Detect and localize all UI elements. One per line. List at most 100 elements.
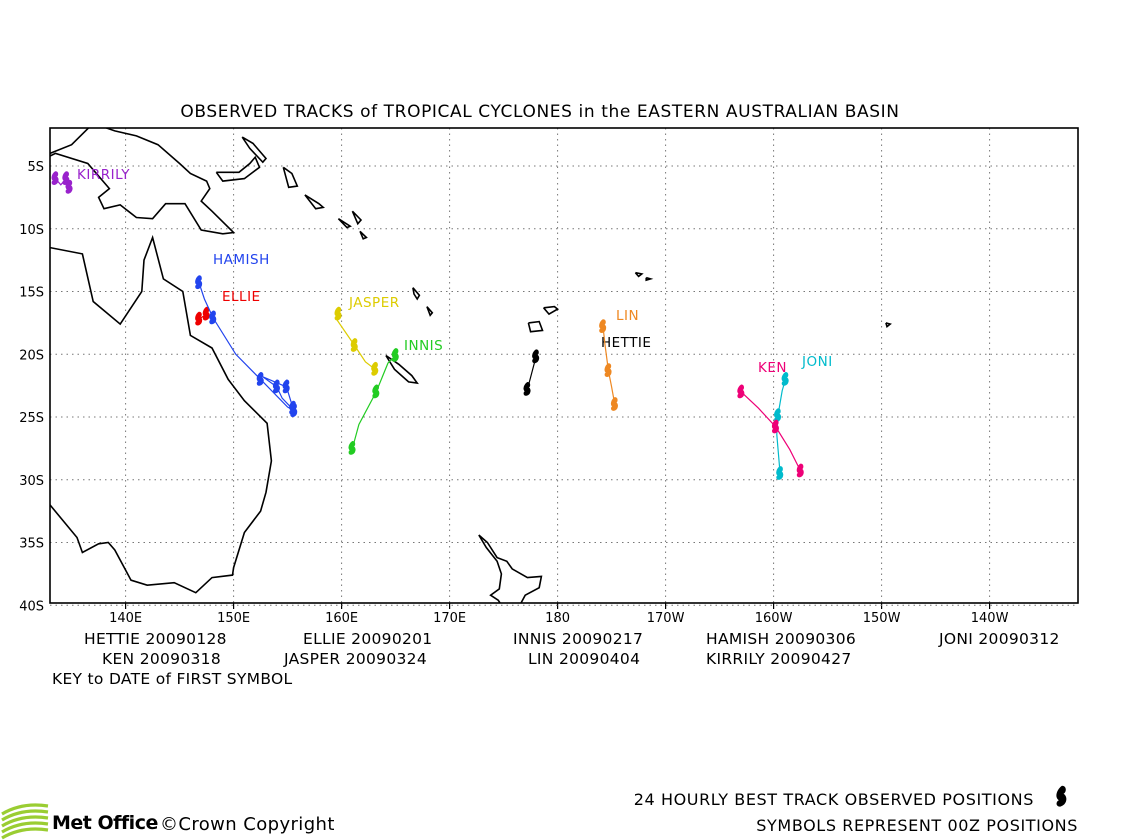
key-innis: INNIS 20090217 (513, 630, 644, 648)
key-caption: KEY to DATE of FIRST SYMBOL (52, 670, 293, 688)
x-tick-label: 150W (863, 611, 901, 626)
track-innis: INNIS (348, 338, 443, 455)
coastline-segment (282, 166, 299, 189)
cyclone-position-marker (202, 306, 210, 321)
x-tick-label: 160E (325, 611, 358, 626)
logo-stripe (1, 803, 49, 816)
longitude-tick-labels: 140E 150E 160E 170E 180 170W 160W 150W 140W (109, 611, 1008, 626)
track-line (740, 391, 802, 472)
y-tick-label: 20S (19, 348, 44, 363)
graticule-grid (50, 128, 1078, 609)
y-tick-label: 25S (19, 411, 44, 426)
cyclone-position-marker (610, 397, 618, 411)
coastline-segment (241, 136, 268, 164)
cyclone-position-marker (282, 379, 290, 394)
track-jasper: JASPER (334, 295, 400, 376)
coastline-segment (385, 354, 419, 385)
track-hettie: HETTIE (523, 335, 651, 396)
cyclone-position-marker (272, 379, 280, 394)
coastline-segment (478, 534, 543, 603)
cyclone-position-marker (771, 419, 779, 434)
storm-label: HETTIE (601, 335, 651, 351)
track-ellie: ELLIE (195, 289, 261, 326)
met-office-logo-text: Met Office (52, 812, 158, 834)
key-ken: KEN 20090318 (102, 650, 221, 668)
cyclone-position-marker (774, 408, 782, 423)
cyclone-symbol-shape (1056, 785, 1067, 807)
cyclone-position-marker (737, 384, 745, 399)
cyclone-position-marker (289, 400, 297, 415)
storm-label: JONI (801, 354, 833, 370)
track-hamish: HAMISH (195, 252, 298, 418)
cyclone-position-marker (776, 466, 784, 480)
cyclone-position-marker (599, 319, 607, 334)
coastline-segment (412, 287, 421, 301)
coastline-segment (645, 276, 654, 282)
latitude-tick-labels: 5S 10S 15S 20S 25S 30S 35S 40S (19, 160, 44, 614)
cyclone-position-marker (796, 463, 804, 478)
cyclone-position-marker (51, 171, 59, 186)
y-tick-label: 35S (19, 537, 44, 552)
coastline-segment (337, 218, 352, 229)
x-tick-label: 140E (109, 611, 142, 626)
logo-stripe (1, 809, 49, 822)
cyclone-position-marker (781, 371, 789, 386)
coastlines (50, 128, 892, 631)
x-tick-label: 180 (545, 611, 570, 626)
key-kirrily: KIRRILY 20090427 (706, 650, 852, 668)
track-lin: LIN (599, 308, 639, 411)
storm-label: KEN (758, 360, 787, 376)
coastline-segment (359, 230, 368, 240)
y-tick-label: 30S (19, 474, 44, 489)
cyclone-position-marker (209, 310, 217, 325)
coastline-segment (542, 305, 560, 316)
cyclone-position-marker (65, 179, 73, 194)
cyclone-tracks: HETTIE ELLIE INNIS HAMISH JONI KEN JASPER LIN KI… (51, 167, 832, 480)
y-tick-label: 15S (19, 286, 44, 301)
met-office-logo-icon (1, 803, 49, 840)
key-joni: JONI 20090312 (939, 630, 1060, 648)
cyclone-position-marker (62, 171, 70, 186)
plot-frame (49, 127, 1079, 604)
footer-line-1: 24 HOURLY BEST TRACK OBSERVED POSITIONS (633, 790, 1034, 809)
x-tick-label: 140W (971, 611, 1009, 626)
cyclone-position-marker (532, 349, 540, 364)
cyclone-position-marker (348, 440, 356, 455)
y-tick-label: 5S (27, 160, 44, 175)
coastline-segment (351, 210, 363, 226)
coastline-segment (50, 128, 236, 235)
coastline-segment (426, 306, 434, 317)
logo-stripe (1, 815, 49, 828)
storm-label: LIN (616, 308, 639, 324)
storm-label: INNIS (404, 338, 443, 354)
logo-stripe (1, 827, 49, 840)
storm-label: HAMISH (213, 252, 270, 268)
coastline-segment (50, 234, 273, 594)
coastline-segment (304, 194, 326, 210)
cyclone-position-marker (195, 311, 203, 326)
track-ken: KEN (737, 360, 804, 478)
map-title: OBSERVED TRACKS of TROPICAL CYCLONES in … (180, 102, 900, 122)
coastline-segment (215, 155, 261, 182)
cyclone-position-marker (372, 384, 380, 399)
cyclone-position-marker (371, 361, 379, 376)
storm-label: ELLIE (222, 289, 261, 305)
track-joni: JONI (774, 354, 832, 480)
x-tick-label: 170E (433, 611, 466, 626)
key-hamish: HAMISH 20090306 (706, 630, 857, 648)
cyclone-position-marker (523, 381, 531, 396)
storm-label: KIRRILY (77, 167, 130, 183)
track-kirrily: KIRRILY (51, 167, 130, 194)
cyclone-position-marker (256, 371, 264, 386)
coastline-segment (634, 271, 644, 278)
cyclone-symbol-icon (1056, 785, 1067, 807)
key-jasper: JASPER 20090324 (284, 650, 427, 668)
y-tick-label: 10S (19, 223, 44, 238)
key-hettie: HETTIE 20090128 (84, 630, 227, 648)
x-tick-label: 170W (647, 611, 685, 626)
key-lin: LIN 20090404 (528, 650, 641, 668)
storm-label: JASPER (348, 295, 400, 311)
cyclone-position-marker (334, 306, 342, 321)
coastline-segment (471, 612, 496, 631)
